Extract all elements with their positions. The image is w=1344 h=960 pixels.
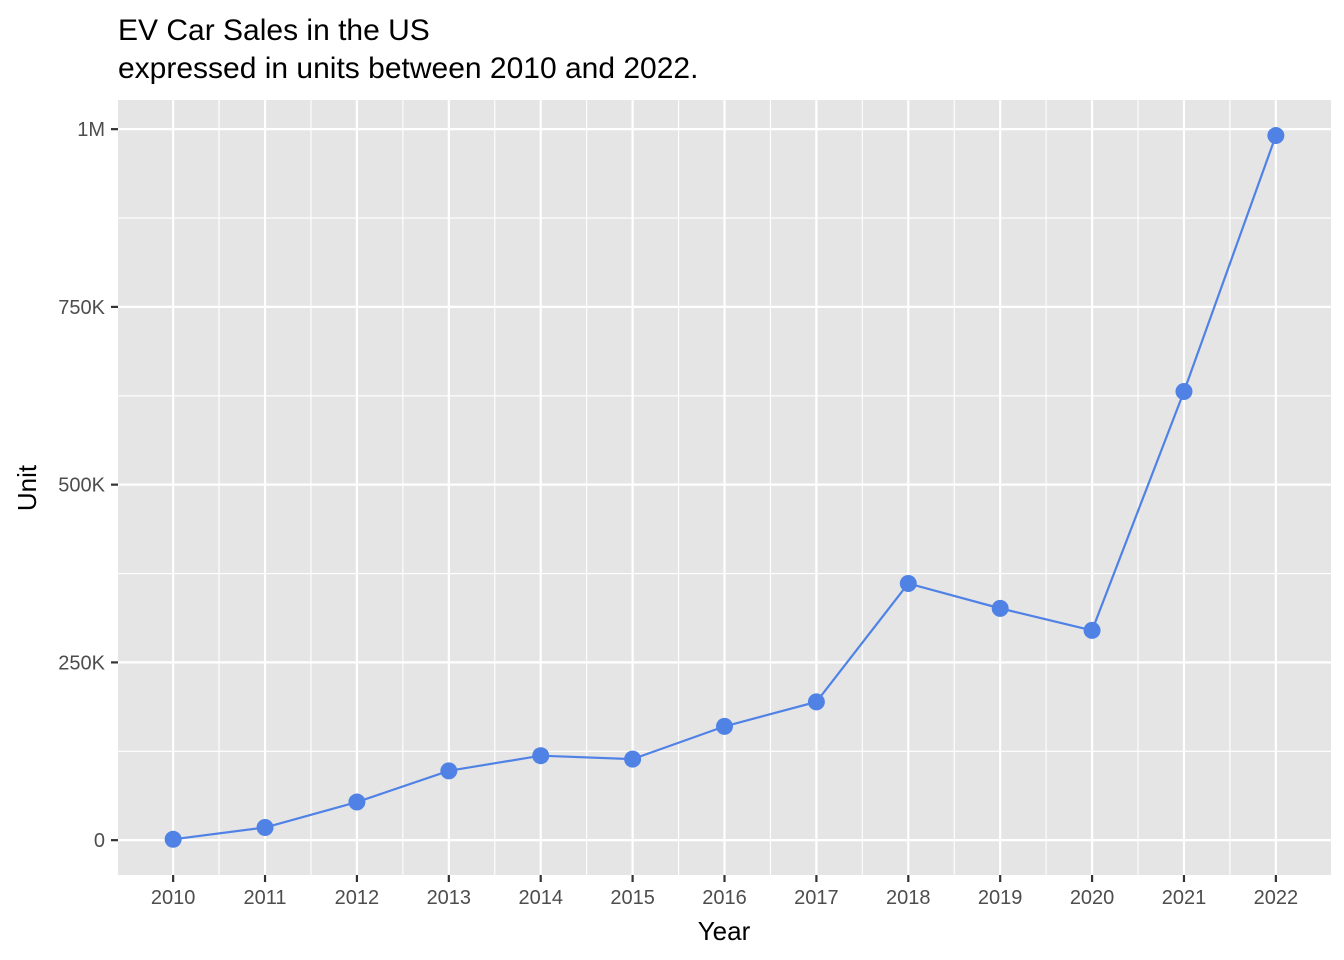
x-tick-label: 2010 — [151, 887, 196, 909]
data-point — [164, 830, 182, 848]
data-point — [532, 747, 550, 765]
x-tick-label: 2019 — [978, 887, 1023, 909]
y-axis-title: Unit — [12, 464, 42, 511]
data-point — [1267, 127, 1285, 145]
data-point — [899, 574, 917, 592]
y-tick-label: 500K — [58, 475, 105, 497]
data-point — [440, 762, 458, 780]
y-axis: 0 250K 500K 750K 1M — [58, 119, 118, 852]
x-tick-label: 2020 — [1070, 887, 1115, 909]
data-point — [991, 599, 1009, 617]
series-points — [164, 127, 1285, 848]
data-point — [1083, 621, 1101, 639]
x-tick-label: 2021 — [1162, 887, 1207, 909]
chart-title: EV Car Sales in the US — [118, 14, 430, 47]
y-tick-label: 1M — [77, 119, 105, 141]
y-tick-label: 750K — [58, 297, 105, 319]
x-tick-label: 2011 — [244, 887, 287, 909]
data-point — [807, 693, 825, 711]
x-tick-label: 2016 — [702, 887, 747, 909]
y-tick-label: 250K — [58, 652, 105, 674]
chart-subtitle: expressed in units between 2010 and 2022… — [118, 52, 698, 85]
x-tick-label: 2013 — [427, 887, 472, 909]
x-tick-label: 2015 — [610, 887, 655, 909]
x-axis-title: Year — [698, 916, 751, 946]
x-axis: 2010 2011 2012 2013 2014 2015 2016 2017 2018 2019… — [151, 875, 1298, 909]
y-tick-label: 0 — [94, 830, 105, 852]
data-point — [348, 793, 366, 811]
x-tick-label: 2022 — [1254, 887, 1299, 909]
x-tick-label: 2012 — [335, 887, 380, 909]
data-point — [1175, 383, 1193, 401]
grid-major — [118, 100, 1331, 875]
data-point — [716, 717, 733, 735]
x-tick-label: 2014 — [518, 887, 563, 909]
data-point — [256, 819, 274, 837]
x-tick-label: 2017 — [794, 887, 839, 909]
x-tick-label: 2018 — [886, 887, 931, 909]
data-point — [624, 750, 642, 768]
